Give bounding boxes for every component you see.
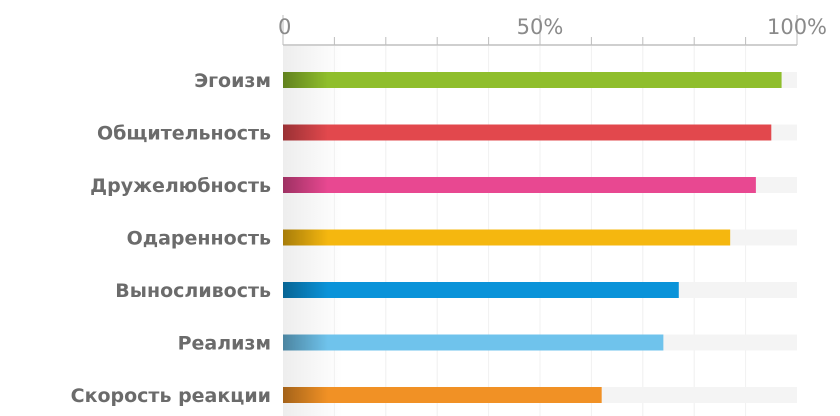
bar [283, 387, 602, 403]
bar-shade [283, 282, 328, 298]
category-label: Скорость реакции [71, 385, 271, 407]
bar-shade [283, 72, 328, 88]
category-label: Дружелюбность [90, 175, 271, 197]
category-label: Реализм [178, 333, 271, 355]
bar-shade [283, 387, 328, 403]
bar [283, 72, 782, 88]
category-label: Одаренность [127, 228, 271, 250]
bar-shade [283, 177, 328, 193]
category-label: Эгоизм [194, 70, 271, 92]
category-label: Выносливость [115, 280, 271, 302]
x-tick-label: 0 [278, 15, 291, 39]
bar-shade [283, 229, 328, 246]
bars [283, 72, 797, 403]
category-labels: Эгоизм Общительность Дружелюбность Одаренно… [71, 70, 271, 407]
bar [283, 282, 679, 298]
x-tick-label: 100% [767, 15, 827, 39]
bar [283, 124, 772, 141]
bar-shade [283, 124, 328, 141]
bar [283, 177, 756, 193]
x-axis: 0 50% 100% [278, 15, 827, 46]
bar [283, 229, 731, 246]
x-tick-label: 50% [517, 15, 564, 39]
bar [283, 334, 664, 351]
category-label: Общительность [97, 123, 271, 145]
bar-shade [283, 334, 328, 351]
